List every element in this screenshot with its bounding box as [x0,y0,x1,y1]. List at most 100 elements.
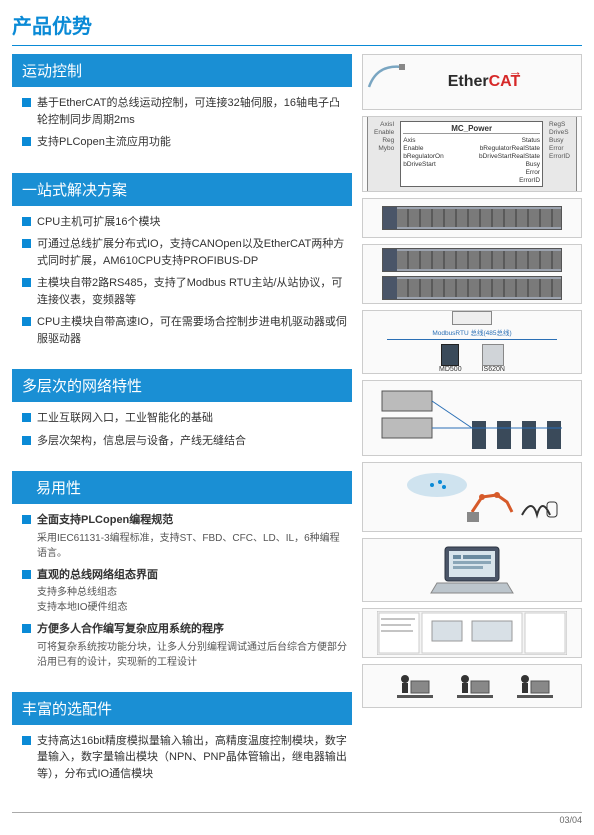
ide-icon [377,611,567,655]
bullet-sub: 支持多种总线组态 支持本地IO硬件组态 [37,585,348,615]
square-bullet-icon [22,413,31,422]
mc-pin: bRegulatorRealState [479,145,540,152]
section-header: 易用性 [12,471,352,504]
bullet-text: 直观的总线网络组态界面 [37,567,348,584]
mc-pin: bDriveStart [403,161,443,168]
bullet-item: 支持PLCopen主流应用功能 [22,134,348,151]
bullet-text: CPU主机可扩展16个模块 [37,214,348,231]
bullet-text: 全面支持PLCopen编程规范 [37,512,348,529]
section-network: 多层次的网络特性 工业互联网入口，工业智能化的基础 多层次架构，信息层与设备，产… [12,369,352,459]
left-column: 运动控制 基于EtherCAT的总线运动控制，可连接32轴伺服，16轴电子凸轮控… [12,54,352,804]
section-header: 一站式解决方案 [12,173,352,206]
mc-label: RegS [549,121,570,128]
modbus-label: ModbusRTU 总线(485总线) [367,327,577,337]
device-label: IS620N [482,366,505,373]
bullet-item: CPU主模块自带高速IO，可在需要场合控制步进电机驱动器或伺服驱动器 [22,314,348,347]
square-bullet-icon [22,137,31,146]
device-label: MD500 [439,366,462,373]
section-header: 运动控制 [12,54,352,87]
mc-power-block: AxisI Enable Reg Mybo MC_Power Axis Enab… [367,116,577,192]
plc-rack-box [362,198,582,238]
section-accessories: 丰富的选配件 支持高达16bit精度模拟量输入输出，高精度温度控制模块，数字量输… [12,692,352,793]
bullet-item: 全面支持PLCopen编程规范 [22,512,348,529]
bullet-item: 直观的总线网络组态界面 [22,567,348,584]
page-footer: 03/04 [12,812,582,825]
bullet-item: 多层次架构，信息层与设备，产线无缝结合 [22,433,348,450]
section-motion-control: 运动控制 基于EtherCAT的总线运动控制，可连接32轴伺服，16轴电子凸轮控… [12,54,352,161]
bullet-sub: 可将复杂系统按功能分块，让多人分别编程调试通过后台综合方便部分沿用已有的设计，实… [37,640,348,670]
bullet-text: 支持高达16bit精度模拟量输入输出，高精度温度控制模块，数字量输入，数字量输出… [37,733,348,783]
bullet-item: 支持高达16bit精度模拟量输入输出，高精度温度控制模块，数字量输入，数字量输出… [22,733,348,783]
bullet-list: 全面支持PLCopen编程规范 采用IEC61131-3编程标准，支持ST、FB… [12,504,352,680]
plc-rack-icon [382,206,562,230]
page-title: 产品优势 [12,10,582,46]
arrow-icon: → [508,63,522,79]
section-one-stop: 一站式解决方案 CPU主机可扩展16个模块 可通过总线扩展分布式IO，支持CAN… [12,173,352,358]
modbus-diagram-box: ModbusRTU 总线(485总线) MD500 IS620N [362,310,582,374]
ide-screenshot-box [362,608,582,658]
section-header: 丰富的选配件 [12,692,352,725]
mc-label: Error [549,145,570,152]
mc-label: DriveS [549,129,570,136]
square-bullet-icon [22,317,31,326]
logo-part1: Ether [448,73,489,90]
square-bullet-icon [22,98,31,107]
section-header: 多层次的网络特性 [12,369,352,402]
square-bullet-icon [22,736,31,745]
mc-power-block-box: AxisI Enable Reg Mybo MC_Power Axis Enab… [362,116,582,192]
ethercat-logo-box: EtherCAT → [362,54,582,110]
device-icon: MD500 [439,344,462,373]
mc-pin: Enable [403,145,443,152]
square-bullet-icon [22,436,31,445]
workers-icon [377,667,567,705]
mc-label: ErrorID [549,153,570,160]
plc-rack-icon [382,248,562,272]
bullet-text: 可通过总线扩展分布式IO，支持CANOpen以及EtherCAT两种方式同时扩展… [37,236,348,269]
bullet-item: 方便多人合作编写复杂应用系统的程序 [22,621,348,638]
mc-label: AxisI [374,121,394,128]
mc-pin: Busy [479,161,540,168]
square-bullet-icon [22,217,31,226]
bullet-item: CPU主机可扩展16个模块 [22,214,348,231]
cloud-robot-icon [382,467,562,527]
bullet-list: 支持高达16bit精度模拟量输入输出，高精度温度控制模块，数字量输入，数字量输出… [12,725,352,793]
mc-pin: Status [479,137,540,144]
bullet-text: 方便多人合作编写复杂应用系统的程序 [37,621,348,638]
network-topology-box [362,380,582,456]
topology-icon [372,383,572,453]
cable-icon [367,59,407,89]
mc-pin: Error [479,169,540,176]
ethercat-logo: EtherCAT → [448,73,521,91]
right-column: EtherCAT → AxisI Enable Reg Mybo MC_Powe… [362,54,582,804]
bullet-text: 工业互联网入口，工业智能化的基础 [37,410,348,427]
square-bullet-icon [22,515,31,524]
bullet-item: 基于EtherCAT的总线运动控制，可连接32轴伺服，16轴电子凸轮控制同步周期… [22,95,348,128]
bullet-text: 基于EtherCAT的总线运动控制，可连接32轴伺服，16轴电子凸轮控制同步周期… [37,95,348,128]
section-usability: 易用性 全面支持PLCopen编程规范 采用IEC61131-3编程标准，支持S… [12,471,352,680]
mc-title: MC_Power [403,124,540,134]
bullet-text: 主模块自带2路RS485，支持了Modbus RTU主站/从站协议，可连接仪表，… [37,275,348,308]
square-bullet-icon [22,278,31,287]
device-icon: IS620N [482,344,505,373]
mc-label: Mybo [374,145,394,152]
mc-label: Reg [374,137,394,144]
mc-pin: bDriveStartRealState [479,153,540,160]
plc-rack-icon [382,276,562,300]
mc-pin: Axis [403,137,443,144]
bullet-sub: 采用IEC61131-3编程标准，支持ST、FBD、CFC、LD、IL，6种编程… [37,531,348,561]
controller-icon [452,311,492,325]
mc-label: Enable [374,129,394,136]
square-bullet-icon [22,624,31,633]
content-row: 运动控制 基于EtherCAT的总线运动控制，可连接32轴伺服，16轴电子凸轮控… [12,54,582,804]
bullet-item: 可通过总线扩展分布式IO，支持CANOpen以及EtherCAT两种方式同时扩展… [22,236,348,269]
bullet-list: CPU主机可扩展16个模块 可通过总线扩展分布式IO，支持CANOpen以及Et… [12,206,352,358]
bullet-item: 工业互联网入口，工业智能化的基础 [22,410,348,427]
plc-racks-box [362,244,582,304]
bullet-list: 基于EtherCAT的总线运动控制，可连接32轴伺服，16轴电子凸轮控制同步周期… [12,87,352,161]
square-bullet-icon [22,570,31,579]
collaboration-box [362,664,582,708]
laptop-box [362,538,582,602]
mc-pin: ErrorID [479,177,540,184]
bullet-text: 多层次架构，信息层与设备，产线无缝结合 [37,433,348,450]
bullet-list: 工业互联网入口，工业智能化的基础 多层次架构，信息层与设备，产线无缝结合 [12,402,352,459]
